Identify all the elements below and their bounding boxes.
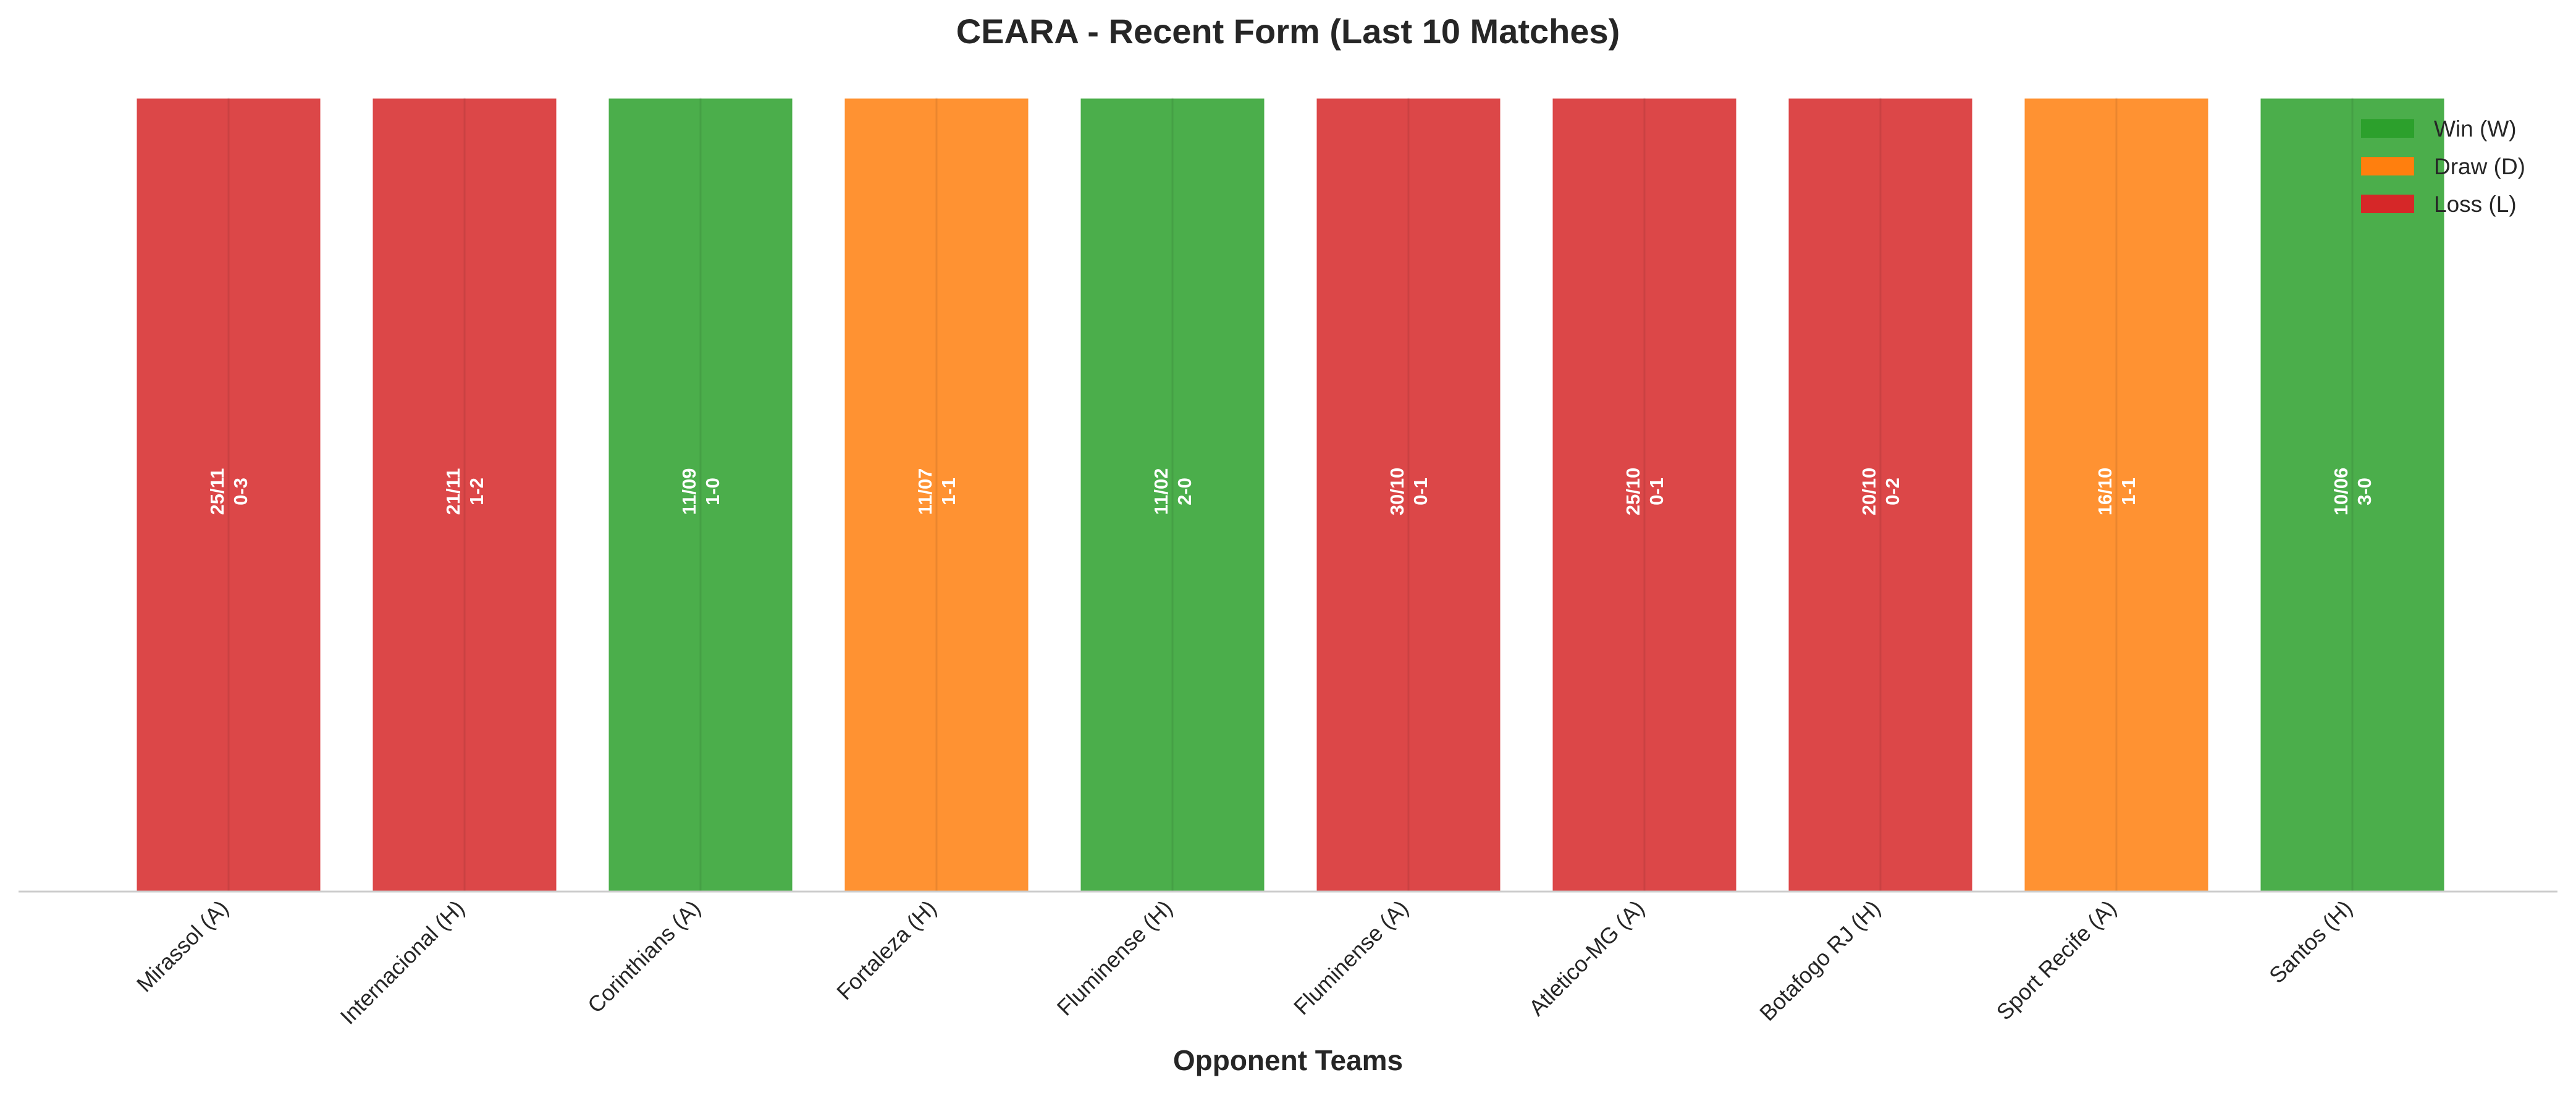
- bar-label: 10/063-0: [2330, 468, 2375, 516]
- bar-score-label: 1-0: [702, 478, 723, 505]
- bar-score-label: 1-2: [466, 478, 487, 505]
- bar-label: 16/101-1: [2094, 468, 2139, 516]
- legend-swatch-L: [2361, 195, 2414, 213]
- legend-label-D: Draw (D): [2434, 154, 2525, 179]
- bar-date-label: 20/10: [1858, 468, 1880, 516]
- bar-date-label: 30/10: [1386, 468, 1408, 516]
- bar-7-result-L: [1551, 96, 1738, 893]
- bar-date-label: 10/06: [2330, 468, 2352, 516]
- x-tick-label: Santos (H): [2264, 895, 2357, 989]
- bar-label: 11/071-1: [914, 468, 959, 515]
- bar-score-label: 3-0: [2354, 478, 2375, 505]
- bar-5-result-W: [1079, 96, 1266, 893]
- bar-6-result-L: [1315, 96, 1502, 893]
- bar-score-label: 0-1: [1410, 478, 1431, 505]
- bar-score-label: 0-3: [230, 478, 251, 505]
- x-tick-label: Atletico-MG (A): [1524, 895, 1649, 1021]
- x-tick-label: Corinthians (A): [583, 895, 705, 1018]
- bar-date-label: 25/11: [206, 468, 228, 515]
- bar-date-label: 21/11: [442, 468, 464, 515]
- bar-date-label: 11/02: [1150, 468, 1172, 515]
- legend-label-W: Win (W): [2434, 116, 2517, 141]
- bars-group: 25/110-3 21/111-2 11/091-0 11/071-1 11/022-0…: [135, 96, 2446, 893]
- x-tick-label: Fluminense (A): [1289, 895, 1413, 1020]
- x-tick-label: Sport Recife (A): [1992, 895, 2121, 1025]
- x-tick-label: Fluminense (H): [1052, 895, 1177, 1021]
- bar-score-label: 0-1: [1646, 478, 1667, 505]
- bar-score-label: 2-0: [1174, 478, 1195, 505]
- x-axis-label: Opponent Teams: [1173, 1044, 1403, 1076]
- x-tick-label: Botafogo RJ (H): [1754, 895, 1885, 1026]
- bar-score-label: 1-1: [938, 478, 959, 505]
- bar-date-label: 25/10: [1622, 468, 1644, 516]
- legend-swatch-D: [2361, 157, 2414, 175]
- x-tick-label: Internacional (H): [335, 895, 469, 1029]
- legend: Win (W) Draw (D) Loss (L): [2361, 116, 2525, 217]
- bar-3-result-W: [607, 96, 794, 893]
- bar-label: 25/100-1: [1622, 468, 1667, 516]
- bar-4-result-D: [843, 96, 1030, 893]
- legend-swatch-W: [2361, 119, 2414, 138]
- bar-score-label: 1-1: [2118, 478, 2139, 505]
- bar-label: 20/100-2: [1858, 468, 1903, 516]
- bar-score-label: 0-2: [1882, 478, 1903, 505]
- bar-label: 30/100-1: [1386, 468, 1431, 516]
- bar-10-result-W: [2258, 96, 2446, 893]
- legend-label-L: Loss (L): [2434, 192, 2517, 217]
- bar-1-result-L: [135, 96, 322, 893]
- chart-title: CEARA - Recent Form (Last 10 Matches): [956, 12, 1620, 51]
- bar-label: 11/022-0: [1150, 468, 1195, 515]
- x-tick-label: Mirassol (A): [132, 895, 234, 997]
- bar-2-result-L: [371, 96, 558, 893]
- x-tick-label: Fortaleza (H): [831, 895, 941, 1005]
- bar-label: 11/091-0: [678, 468, 723, 515]
- bar-label: 21/111-2: [442, 468, 487, 515]
- bar-date-label: 11/07: [914, 468, 936, 515]
- x-tick-labels: Mirassol (A) Internacional (H) Corinthians…: [132, 895, 2357, 1029]
- bar-label: 25/110-3: [206, 468, 251, 515]
- bar-date-label: 11/09: [678, 468, 700, 515]
- bar-date-label: 16/10: [2094, 468, 2116, 516]
